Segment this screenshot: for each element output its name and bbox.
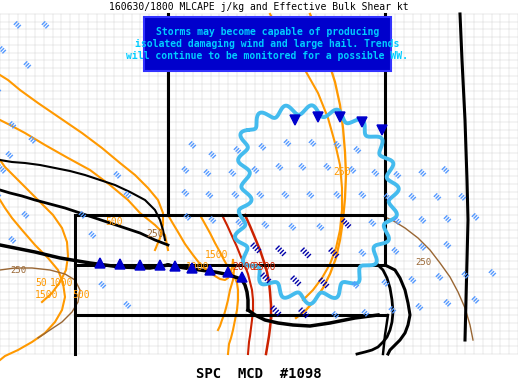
- Polygon shape: [237, 272, 247, 282]
- Polygon shape: [115, 259, 125, 269]
- Text: 2000: 2000: [232, 262, 255, 272]
- Polygon shape: [187, 263, 197, 273]
- Text: 1500: 1500: [35, 290, 59, 300]
- Text: 1500: 1500: [205, 250, 228, 260]
- Polygon shape: [95, 258, 105, 268]
- Polygon shape: [313, 112, 323, 122]
- Text: SPC  MCD  #1098: SPC MCD #1098: [196, 367, 322, 381]
- Text: Storms may become capable of producing
isolated damaging wind and large hail. Tr: Storms may become capable of producing i…: [126, 27, 409, 61]
- Text: 500: 500: [105, 217, 123, 227]
- Polygon shape: [377, 125, 387, 135]
- Polygon shape: [205, 265, 215, 275]
- Polygon shape: [290, 115, 300, 125]
- Text: 250: 250: [10, 266, 26, 275]
- Polygon shape: [135, 260, 145, 270]
- Polygon shape: [155, 260, 165, 270]
- Text: 2500: 2500: [252, 262, 276, 272]
- FancyBboxPatch shape: [144, 17, 391, 71]
- Polygon shape: [335, 112, 345, 122]
- Text: 50: 50: [35, 278, 47, 288]
- Text: 1000: 1000: [50, 278, 74, 288]
- Polygon shape: [170, 261, 180, 271]
- Text: 160630/1800 MLCAPE j/kg and Effective Bulk Shear kt: 160630/1800 MLCAPE j/kg and Effective Bu…: [109, 2, 409, 12]
- Text: 250: 250: [333, 167, 351, 177]
- Text: 1000: 1000: [186, 262, 209, 272]
- Polygon shape: [223, 267, 233, 277]
- Polygon shape: [357, 117, 367, 127]
- Text: 250: 250: [415, 258, 431, 267]
- Text: 500: 500: [72, 290, 90, 300]
- Text: 250: 250: [146, 229, 164, 239]
